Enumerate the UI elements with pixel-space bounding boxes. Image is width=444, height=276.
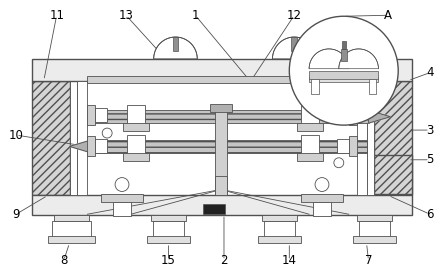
Bar [95,139,107,153]
Bar [349,136,357,156]
Bar [127,105,145,127]
Bar [264,221,295,239]
Text: 13: 13 [119,9,133,22]
Bar [311,79,319,94]
Bar [147,236,190,243]
Bar [91,140,367,153]
Bar [359,221,390,239]
Bar [151,215,186,221]
Bar [215,176,227,195]
Bar [258,236,301,243]
Text: 6: 6 [426,208,434,221]
Bar [32,59,412,81]
Bar [309,71,378,79]
Bar [374,155,412,194]
Text: 4: 4 [426,66,434,79]
Bar [215,110,227,195]
Bar [87,105,95,125]
Bar [301,135,319,157]
Bar [87,136,95,156]
Bar [337,139,349,153]
Bar [101,194,143,202]
Text: 7: 7 [365,254,372,267]
Text: 10: 10 [8,129,24,142]
Bar [77,81,87,195]
Bar [113,202,131,216]
Bar [297,153,323,161]
Bar [374,81,412,195]
Polygon shape [369,110,390,123]
Text: 14: 14 [282,254,297,267]
Bar [342,41,346,49]
Bar [353,236,396,243]
Bar [309,77,378,82]
Text: 3: 3 [426,124,434,137]
Bar [297,123,323,131]
Text: 5: 5 [426,153,434,166]
Text: 9: 9 [12,208,20,221]
Bar [32,195,412,215]
Bar [210,104,232,112]
Bar [52,221,91,239]
Bar [337,108,349,122]
Polygon shape [70,140,91,153]
Text: 1: 1 [191,9,199,22]
Bar [70,81,77,195]
Bar [291,37,297,51]
Polygon shape [309,49,349,69]
Bar [32,81,70,195]
Bar [357,215,392,221]
Bar [87,76,333,83]
Bar [369,79,377,94]
Bar [123,123,149,131]
Bar [123,153,149,161]
Text: 8: 8 [60,254,67,267]
Bar [203,204,225,214]
Bar [87,110,369,123]
Bar [127,135,145,157]
Bar [95,108,107,122]
Bar [349,105,357,125]
Text: 2: 2 [220,254,228,267]
Polygon shape [339,49,378,69]
Bar [54,215,89,221]
Text: 15: 15 [161,254,176,267]
Bar [357,81,367,195]
Polygon shape [273,37,316,59]
Bar [367,81,374,195]
Polygon shape [154,37,197,59]
Bar [301,105,319,127]
Bar [313,202,331,216]
Bar [262,215,297,221]
Bar [301,194,343,202]
Text: 11: 11 [49,9,64,22]
Circle shape [289,16,398,125]
Bar [173,37,178,51]
Text: A: A [385,9,392,22]
Bar [153,221,184,239]
Bar [341,49,347,61]
Bar [48,236,95,243]
Text: 12: 12 [287,9,302,22]
